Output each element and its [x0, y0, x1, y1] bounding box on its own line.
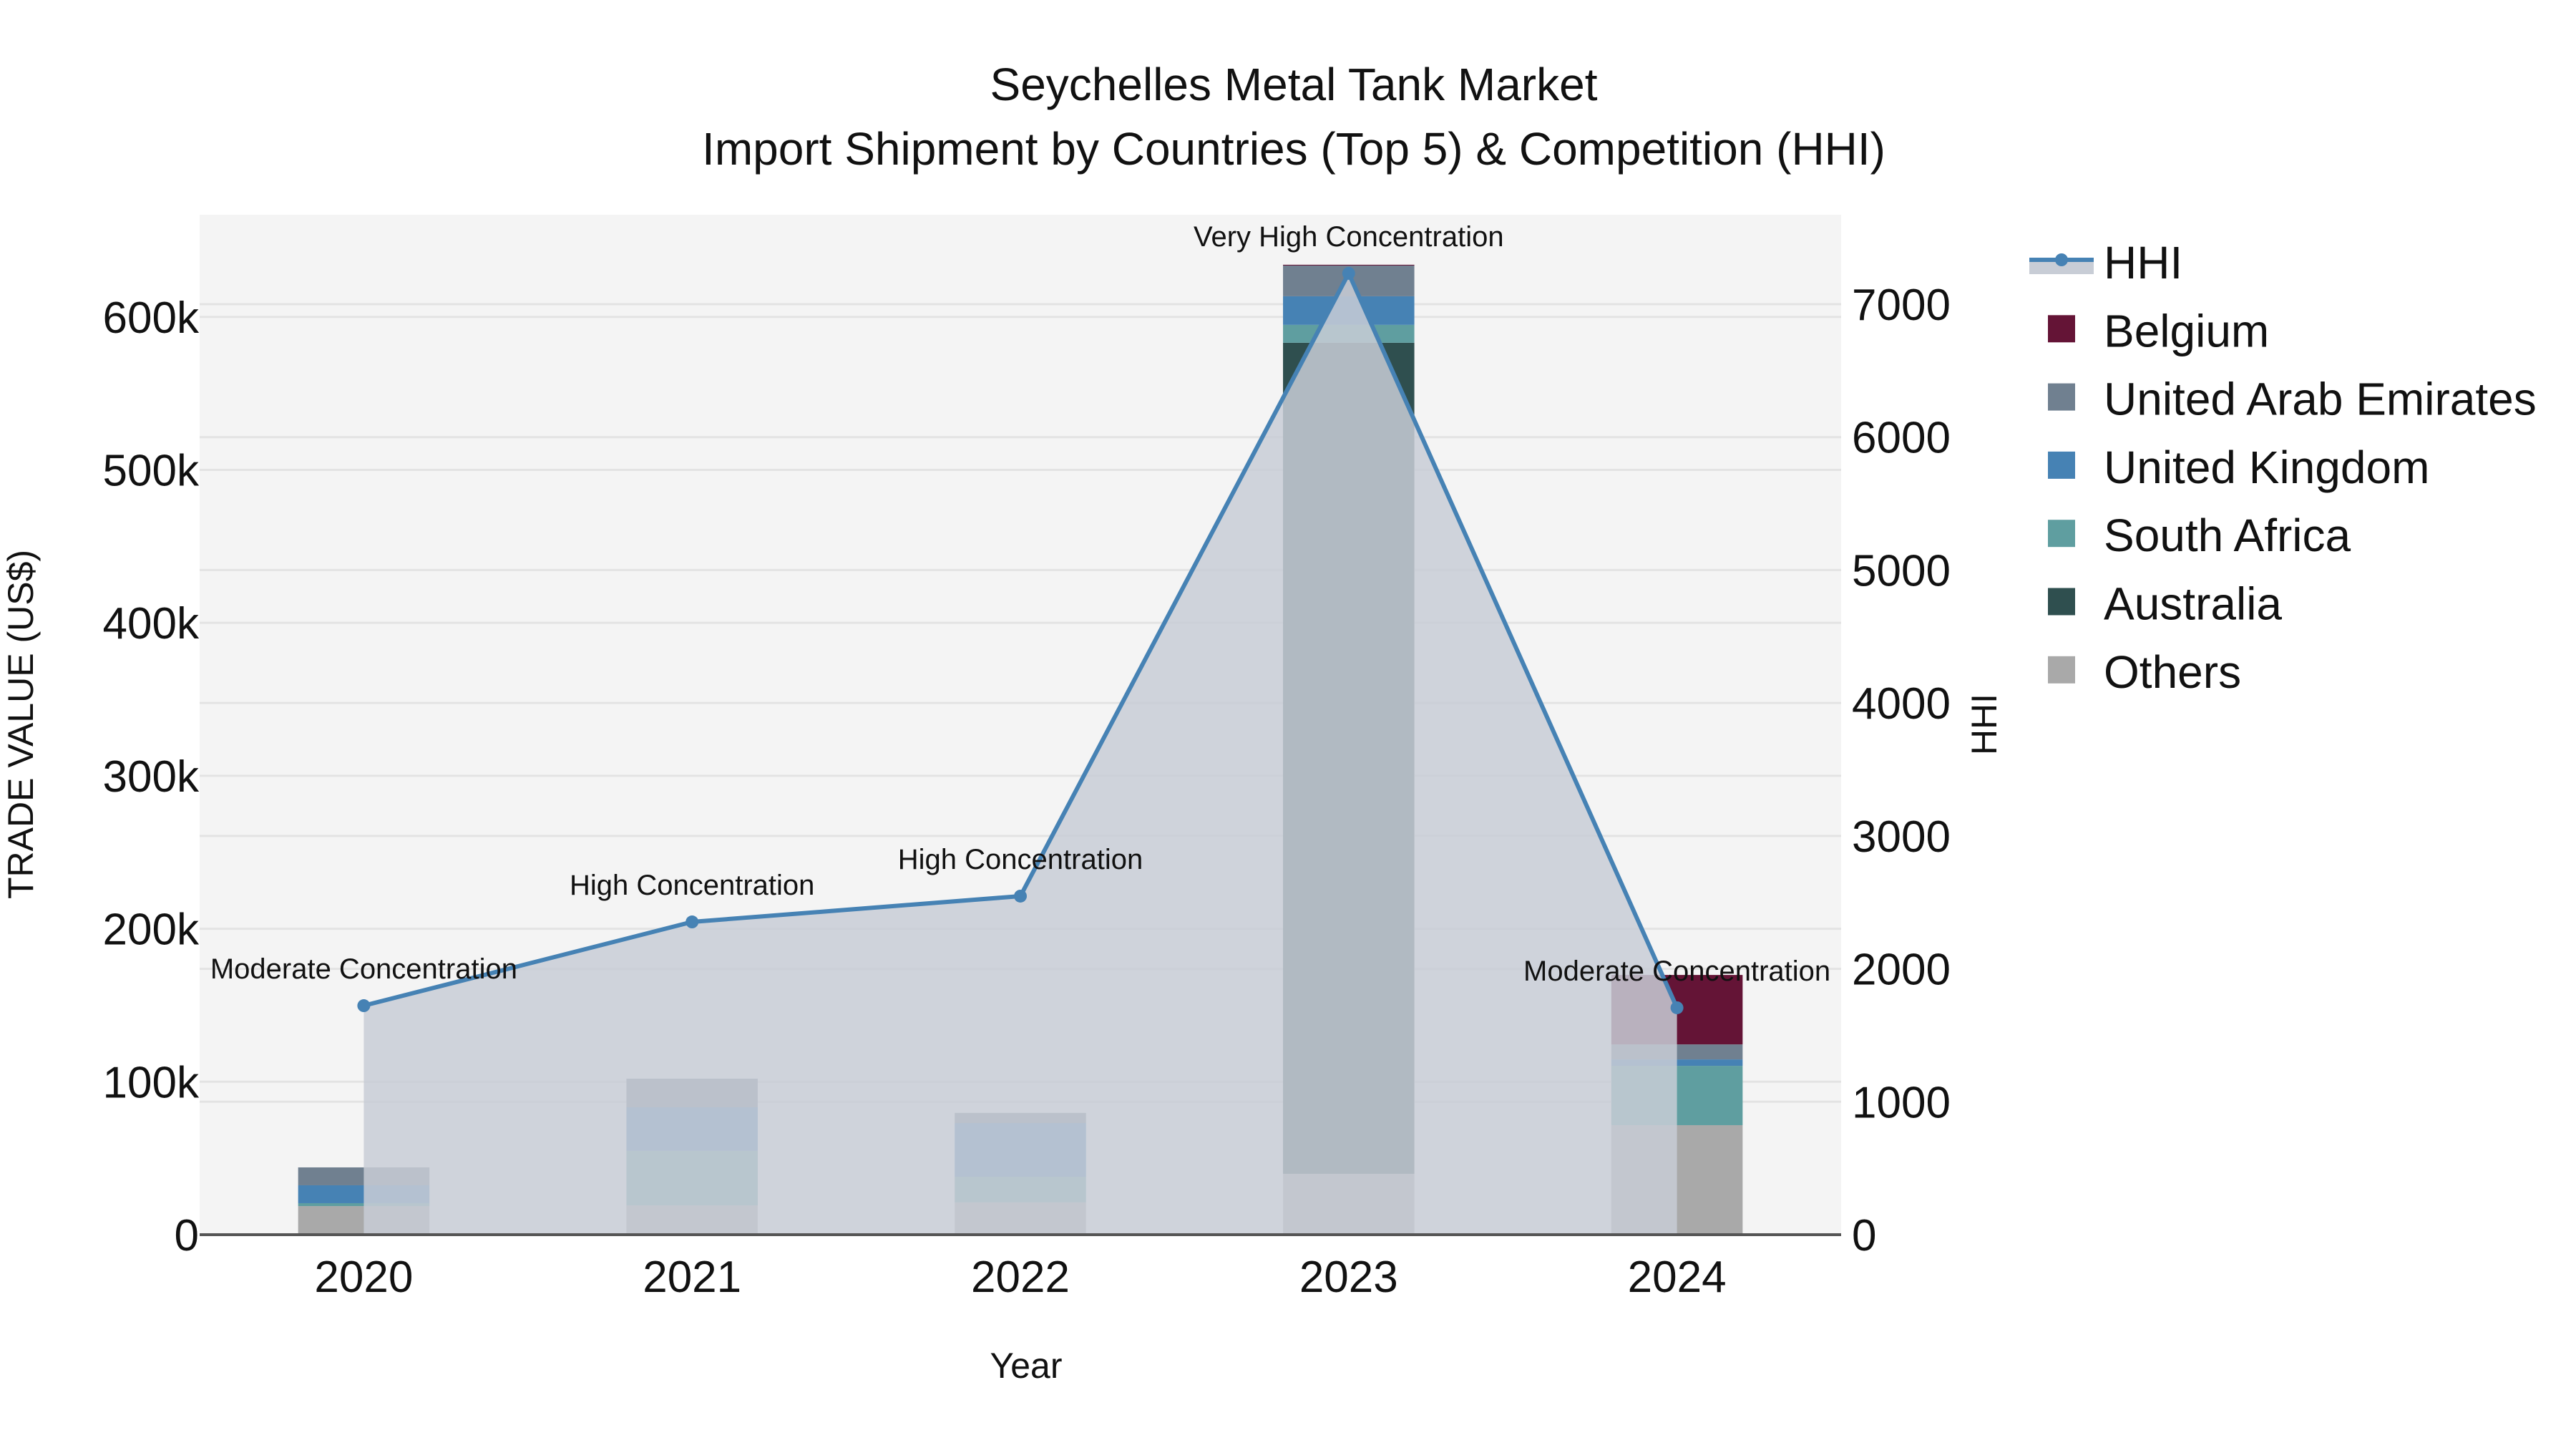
hhi-marker [357, 999, 371, 1013]
legend-hhi-marker-icon [2055, 253, 2068, 266]
legend-label: Australia [2104, 578, 2282, 630]
y2-tick-label: 5000 [1852, 546, 1951, 596]
hhi-annotation: Moderate Concentration [1523, 956, 1830, 987]
hhi-annotation: High Concentration [570, 870, 814, 901]
hhi-marker [1670, 1001, 1684, 1014]
hhi-area [364, 273, 1677, 1235]
hhi-annotation: High Concentration [898, 844, 1143, 875]
y2-tick-label: 6000 [1852, 414, 1951, 463]
legend: HHI Belgium United Arab Emirates United Kin… [2029, 237, 2537, 698]
y-tick-label: 300k [103, 752, 200, 802]
x-tick-label: 2023 [1299, 1253, 1398, 1302]
hhi-marker [1342, 266, 1355, 280]
x-axis-ticks: 2020 2021 2022 2023 2024 [314, 1253, 1726, 1302]
y-tick-label: 500k [103, 446, 200, 495]
legend-swatch-south-africa [2048, 520, 2075, 548]
y2-tick-label: 7000 [1852, 281, 1951, 330]
hhi-annotations: Moderate Concentration High Concentration… [210, 221, 1830, 987]
legend-swatch-united-kingdom [2048, 451, 2075, 479]
y2-tick-label: 4000 [1852, 679, 1951, 729]
y2-axis-title: HHI [1964, 694, 2004, 755]
legend-label: South Africa [2104, 510, 2351, 561]
y-tick-label: 100k [103, 1058, 200, 1107]
x-axis-title: Year [990, 1346, 1062, 1386]
legend-hhi-area-swatch [2029, 260, 2094, 274]
hhi-marker [686, 915, 699, 929]
x-tick-label: 2020 [314, 1253, 413, 1302]
hhi-annotation: Moderate Concentration [210, 953, 517, 985]
legend-swatch-australia [2048, 588, 2075, 616]
x-tick-label: 2022 [971, 1253, 1070, 1302]
y2-tick-label: 1000 [1852, 1078, 1951, 1127]
y-tick-label: 0 [175, 1211, 199, 1260]
bar-segment-belgium [1283, 264, 1415, 266]
hhi-series [357, 266, 1684, 1235]
y-tick-label: 600k [103, 293, 200, 343]
chart-title-line2: Import Shipment by Countries (Top 5) & C… [702, 123, 1885, 175]
legend-swatch-united-arab-emirates [2048, 383, 2075, 411]
x-tick-label: 2024 [1628, 1253, 1727, 1302]
legend-label: United Kingdom [2104, 442, 2429, 493]
y-axis-title: TRADE VALUE (US$) [1, 550, 41, 899]
x-tick-label: 2021 [643, 1253, 741, 1302]
y-axis-ticks: 0 100k 200k 300k 400k 500k 600k [103, 293, 200, 1260]
legend-label: United Arab Emirates [2104, 374, 2537, 425]
legend-label: Others [2104, 646, 2241, 698]
y2-axis-ticks: 0 1000 2000 3000 4000 5000 6000 7000 [1852, 281, 1951, 1260]
legend-swatch-belgium [2048, 315, 2075, 343]
legend-label: HHI [2104, 237, 2182, 288]
hhi-marker [1014, 889, 1027, 903]
legend-label: Belgium [2104, 305, 2269, 356]
hhi-annotation: Very High Concentration [1194, 221, 1504, 253]
y-tick-label: 200k [103, 905, 200, 955]
legend-swatch-others [2048, 656, 2075, 684]
y2-tick-label: 3000 [1852, 812, 1951, 862]
y-tick-label: 400k [103, 599, 200, 648]
chart-title-line1: Seychelles Metal Tank Market [990, 59, 1598, 110]
y2-tick-label: 2000 [1852, 946, 1951, 995]
y2-tick-label: 0 [1852, 1211, 1876, 1260]
